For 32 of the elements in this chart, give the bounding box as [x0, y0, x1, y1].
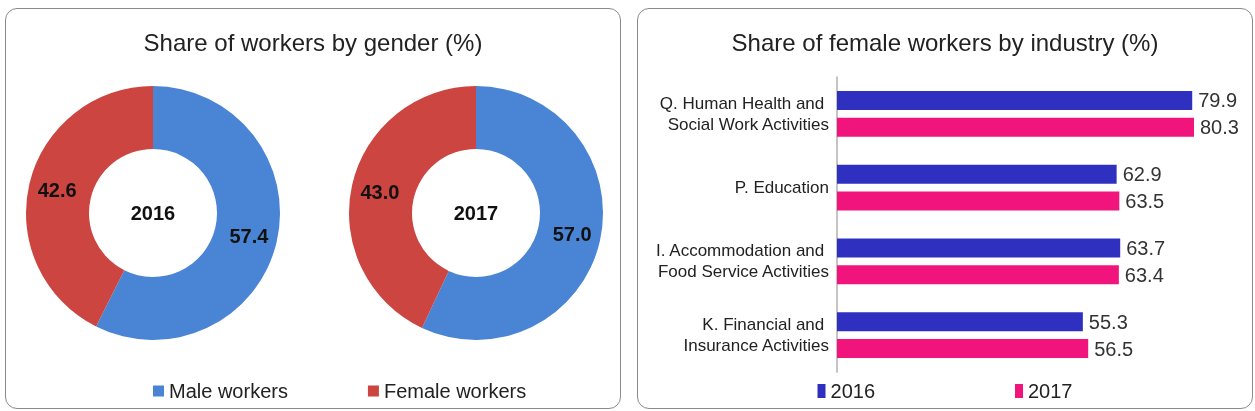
- bar: [837, 339, 1089, 359]
- bar: [837, 265, 1119, 285]
- data-label: 79.9: [1198, 89, 1238, 112]
- chart-title: Share of workers by gender (%): [143, 28, 483, 56]
- y-tick-label: P. Education: [734, 178, 829, 198]
- data-label: 57.0: [552, 223, 592, 246]
- slice-label: 2016: [130, 202, 176, 224]
- slice-label: 2017: [453, 202, 499, 224]
- y-tick-label: Q. Human Health and Social Work Activities: [659, 93, 829, 134]
- data-label: 57.4: [229, 224, 270, 247]
- legend-label: Female workers: [383, 380, 527, 402]
- data-label: 56.5: [1094, 337, 1134, 360]
- data-label: 63.7: [1126, 236, 1166, 259]
- data-label: 63.4: [1124, 263, 1164, 286]
- bar: [837, 117, 1194, 137]
- data-label: 43.0: [360, 180, 400, 203]
- bar: [837, 164, 1117, 184]
- bar: [837, 238, 1121, 258]
- bar: [837, 90, 1193, 110]
- data-label: 63.5: [1125, 190, 1165, 213]
- y-tick-label: K. Financial and Insurance Activities: [683, 315, 829, 356]
- bar: [837, 191, 1120, 211]
- bar: [837, 312, 1083, 332]
- data-label: 80.3: [1200, 116, 1239, 139]
- legend-label: 2016: [830, 380, 876, 402]
- data-label: 62.9: [1122, 163, 1162, 186]
- data-label: 55.3: [1088, 310, 1128, 333]
- legend-label: Male workers: [169, 380, 288, 402]
- chart-title: Share of female workers by industry (%): [731, 28, 1159, 56]
- data-label: 42.6: [37, 179, 77, 202]
- legend-label: 2017: [1028, 380, 1073, 402]
- y-tick-label: I. Accommodation and Food Service Activities: [656, 241, 829, 282]
